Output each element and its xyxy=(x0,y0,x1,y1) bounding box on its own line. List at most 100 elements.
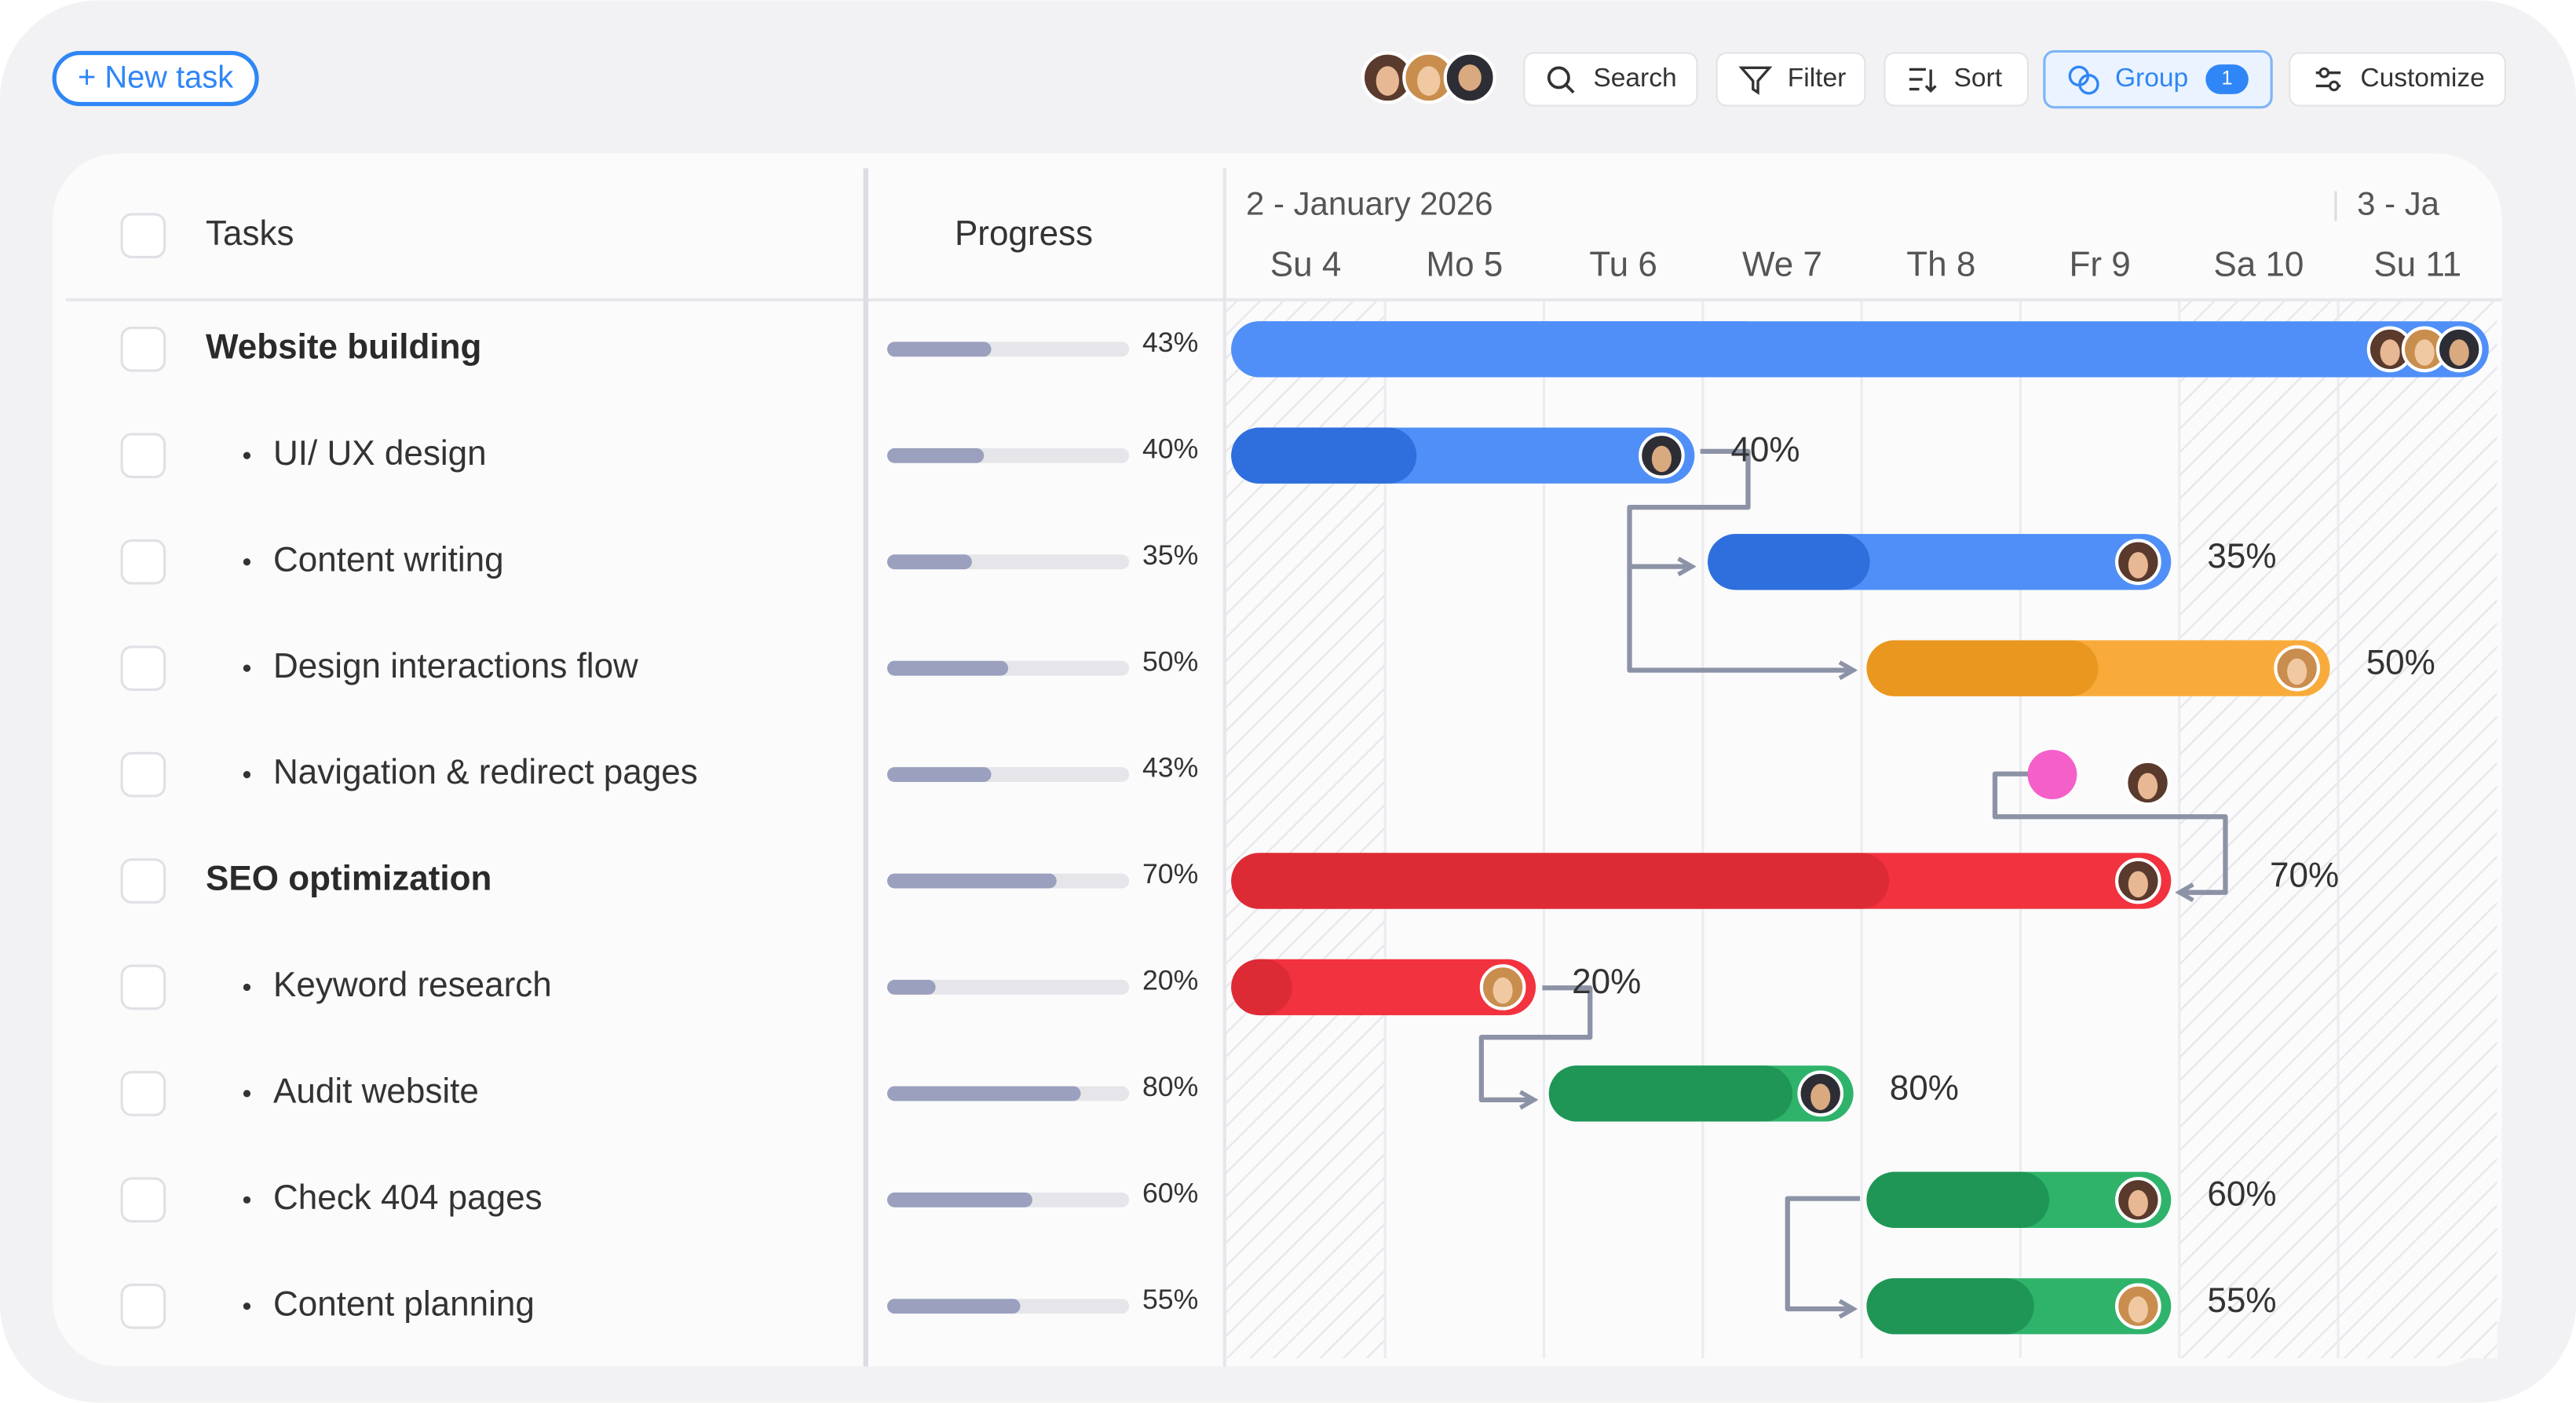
progress-fill xyxy=(887,554,972,570)
progress-fill xyxy=(887,342,992,357)
assignee-avatar-face xyxy=(1493,977,1513,1004)
task-checkbox[interactable] xyxy=(120,858,166,904)
assignee-avatar-face xyxy=(2128,552,2148,579)
day-label: Fr 9 xyxy=(2069,246,2130,284)
gantt-bar-percent: 70% xyxy=(2270,856,2339,894)
search-label: Search xyxy=(1593,64,1676,93)
search-icon xyxy=(1564,82,1575,94)
progress-percent: 50% xyxy=(1142,645,1198,677)
progress-percent: 35% xyxy=(1142,539,1198,571)
member-avatars xyxy=(1361,51,1496,104)
group-count-badge xyxy=(2205,64,2249,94)
milestone xyxy=(2027,750,2077,800)
progress-percent: 55% xyxy=(1142,1284,1198,1315)
day-label: Su 4 xyxy=(1270,246,1342,284)
dependency-arrows xyxy=(1478,448,2228,1309)
subtask-name: Content writing xyxy=(273,540,504,579)
subtask-name: Content planning xyxy=(273,1284,535,1323)
progress-percent: 43% xyxy=(1142,752,1198,784)
group-label: Group xyxy=(2115,64,2188,93)
gantt-bar-progress xyxy=(1231,959,1292,1016)
search-button[interactable] xyxy=(1523,52,1698,107)
task-group-name: SEO optimization xyxy=(206,860,491,898)
task-checkbox[interactable] xyxy=(120,751,166,798)
subtask-name: UI/ UX design xyxy=(273,434,487,473)
day-label: Su 11 xyxy=(2373,246,2461,284)
week-label: 2 - January 2026 xyxy=(1246,185,1493,222)
gantt-bar-progress xyxy=(1708,534,1870,590)
subtask-name: Design interactions flow xyxy=(273,647,638,685)
assignee-avatar-face xyxy=(2128,871,2148,897)
select-all-checkbox[interactable] xyxy=(120,213,166,259)
gantt-bar-percent: 80% xyxy=(1890,1069,1959,1107)
task-checkbox[interactable] xyxy=(120,645,166,691)
bullet xyxy=(243,1090,251,1098)
gantt-bar-progress xyxy=(1866,640,2099,696)
bullet xyxy=(243,1196,251,1204)
new-task-button[interactable] xyxy=(52,50,259,107)
customize-icon xyxy=(2329,80,2340,92)
task-checkbox[interactable] xyxy=(120,1283,166,1329)
bullet xyxy=(243,664,251,672)
dependency-arrow xyxy=(1992,771,2228,893)
day-label: We 7 xyxy=(1742,246,1822,284)
gantt-bar-progress xyxy=(1866,1278,2034,1335)
assignee-avatar-face xyxy=(2128,1189,2148,1217)
gantt-bar-progress xyxy=(1231,853,1890,909)
assignee-avatar-face xyxy=(1811,1083,1831,1110)
assignee-avatar-face xyxy=(1651,445,1672,473)
progress-track xyxy=(887,980,1130,995)
gantt-bar-progress xyxy=(1231,321,1772,378)
gantt-bar-percent: 35% xyxy=(2207,537,2276,575)
progress-header: Progress xyxy=(955,214,1093,253)
gantt-bar-percent: 20% xyxy=(1572,963,1641,1001)
tasks-header: Tasks xyxy=(206,214,294,253)
assignee-avatar-face xyxy=(2380,339,2400,366)
task-checkbox[interactable] xyxy=(120,433,166,479)
task-checkbox[interactable] xyxy=(120,1071,166,1116)
progress-percent: 70% xyxy=(1142,858,1198,890)
progress-fill xyxy=(887,660,1009,676)
day-label: Mo 5 xyxy=(1426,246,1503,284)
sort-button[interactable] xyxy=(1884,52,2029,107)
task-checkbox[interactable] xyxy=(120,964,166,1010)
filter-icon xyxy=(1738,66,1773,95)
assignee-avatar-face xyxy=(2287,658,2307,685)
assignee-avatar-face xyxy=(2414,339,2435,366)
bullet xyxy=(243,983,251,992)
search-icon xyxy=(1547,66,1570,90)
task-checkbox[interactable] xyxy=(120,327,166,372)
group-icon xyxy=(2078,74,2099,95)
day-label: Th 8 xyxy=(1906,246,1975,284)
new-task-label: + New task xyxy=(78,60,233,95)
sort-icon xyxy=(1909,68,1937,93)
avatar-face xyxy=(1458,64,1482,91)
bullet xyxy=(243,558,251,566)
task-checkbox[interactable] xyxy=(120,539,166,585)
dependency-arrow xyxy=(1627,448,1854,670)
group-button[interactable] xyxy=(2043,49,2273,109)
progress-percent: 20% xyxy=(1142,965,1198,996)
progress-fill xyxy=(887,448,985,463)
subtask-name: Navigation & redirect pages xyxy=(273,753,698,791)
customize-button[interactable] xyxy=(2289,52,2506,107)
assignee-avatar-face xyxy=(2137,773,2158,800)
progress-fill xyxy=(887,1192,1032,1208)
group-count: 1 xyxy=(2222,68,2233,90)
progress-percent: 60% xyxy=(1142,1177,1198,1208)
progress-fill xyxy=(887,1086,1081,1102)
customize-icon xyxy=(2318,67,2330,79)
dependency-arrow xyxy=(1785,1196,1861,1309)
task-checkbox[interactable] xyxy=(120,1177,166,1223)
progress-percent: 43% xyxy=(1142,327,1198,358)
gantt-bar-progress xyxy=(1231,427,1417,484)
filter-button[interactable] xyxy=(1716,52,1866,107)
gantt-bar-progress xyxy=(1866,1171,2050,1228)
progress-fill xyxy=(887,980,936,995)
gantt-bar-percent: 60% xyxy=(2207,1175,2276,1214)
gantt-bar xyxy=(1231,959,1536,1016)
toolbar: + New task Search Filter Sort Group 1 Cu… xyxy=(52,49,2506,109)
avatar-face xyxy=(1376,66,1400,96)
progress-fill xyxy=(887,873,1057,889)
progress-fill xyxy=(887,1299,1021,1314)
